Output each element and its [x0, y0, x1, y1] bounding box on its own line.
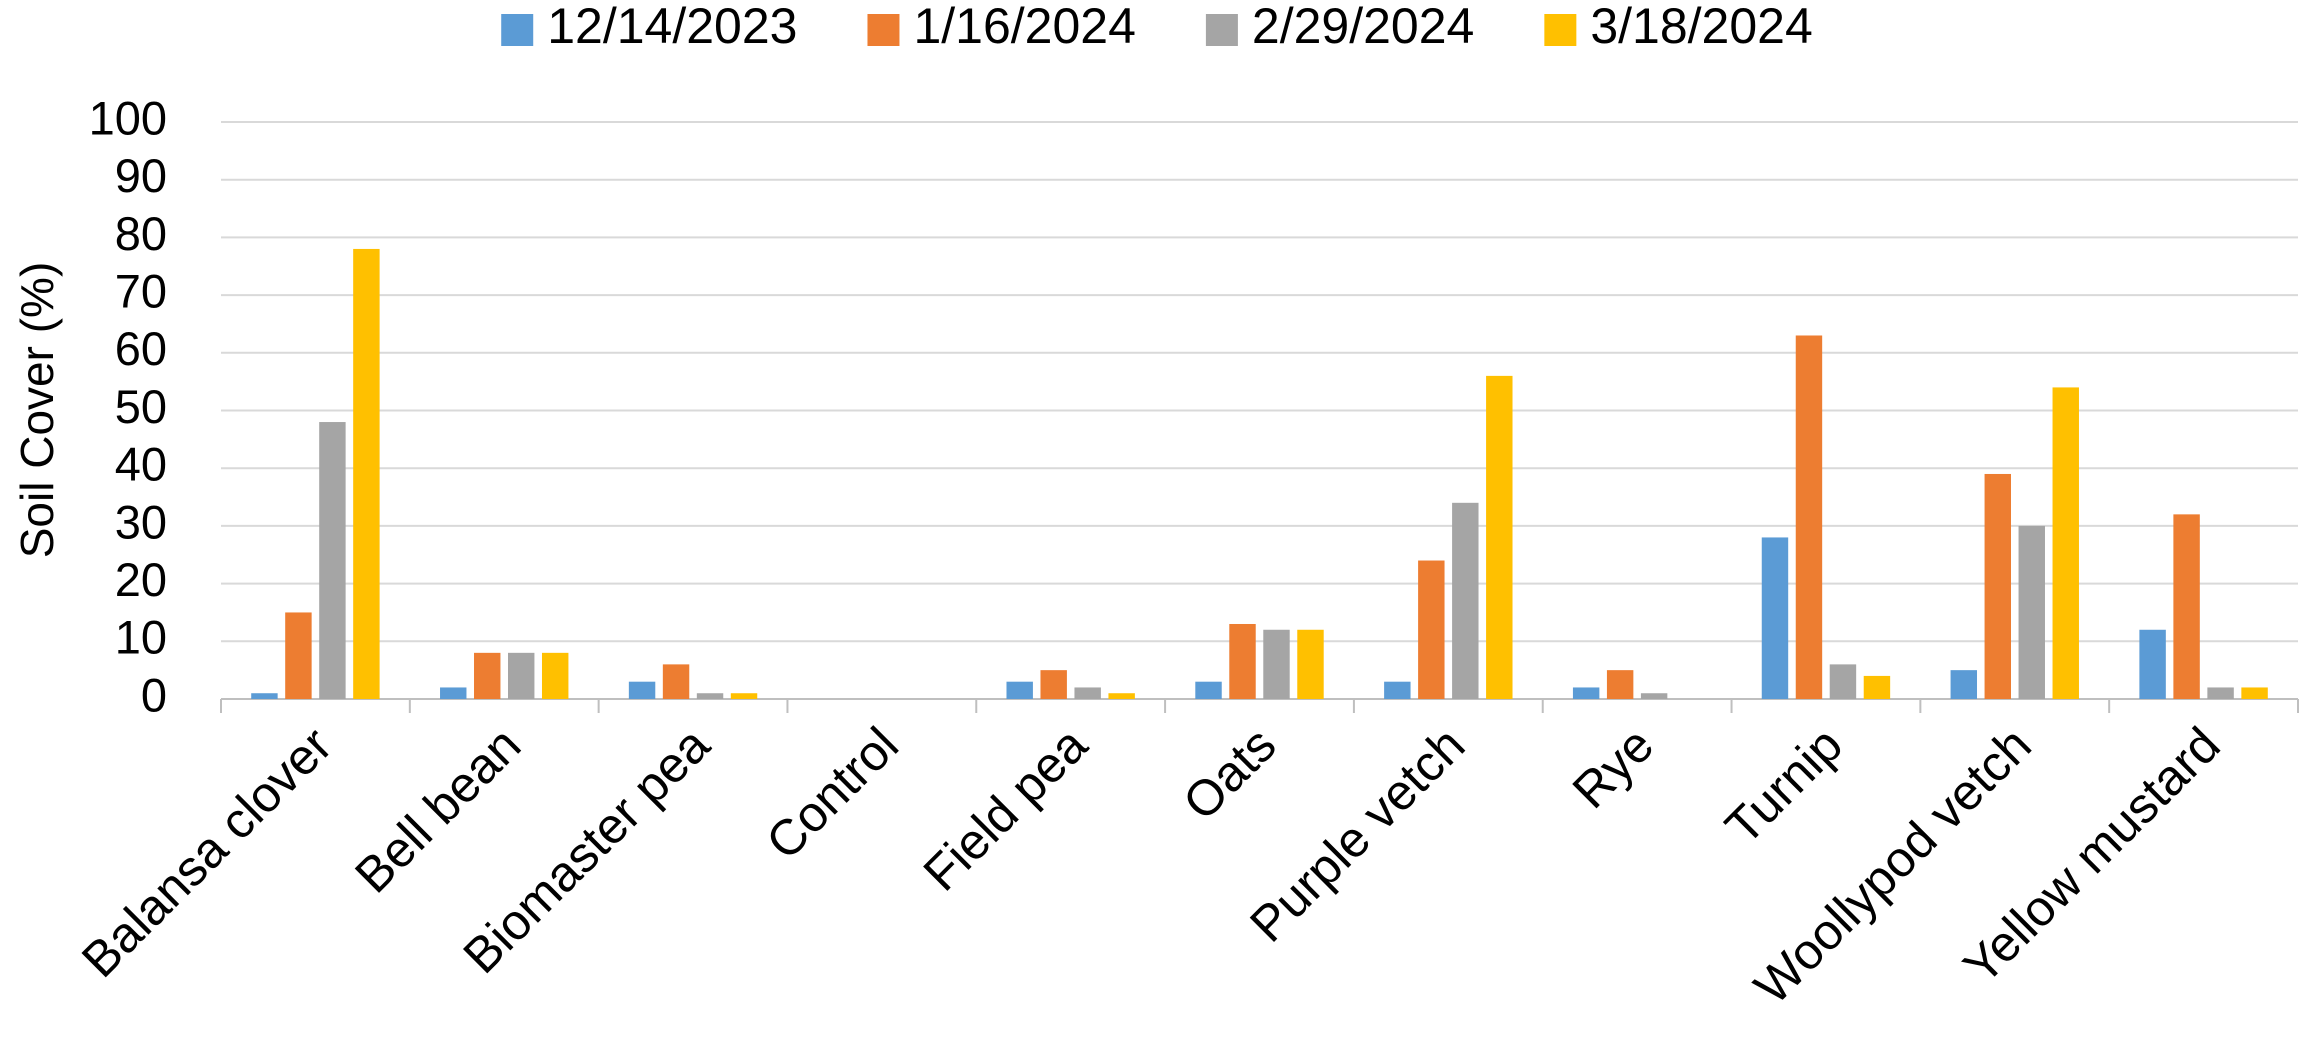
bar — [730, 693, 758, 699]
y-tick-label: 80 — [115, 207, 167, 260]
bar — [474, 652, 501, 699]
bar — [508, 652, 535, 699]
legend-swatch — [1205, 14, 1238, 46]
y-tick-label: 0 — [141, 668, 167, 721]
bar — [1108, 693, 1135, 699]
bar — [1297, 629, 1324, 699]
bar — [1229, 623, 1256, 699]
x-tick-label: Balansa clover — [71, 717, 343, 989]
bar — [662, 664, 690, 699]
bar — [696, 693, 724, 699]
bar — [1572, 687, 1600, 699]
bar — [1452, 502, 1479, 699]
bar — [1795, 335, 1823, 699]
y-tick-label: 30 — [115, 495, 167, 548]
x-tick-label: Rye — [1562, 717, 1664, 819]
legend-swatch — [501, 14, 534, 46]
bar — [541, 652, 569, 699]
y-tick-label: 40 — [115, 438, 167, 491]
bar — [1486, 375, 1513, 699]
legend-label: 1/16/2024 — [913, 0, 1135, 54]
bar — [1006, 681, 1033, 699]
y-tick-label: 100 — [89, 91, 167, 144]
x-tick-label: Turnip — [1715, 717, 1854, 856]
legend-swatch — [1544, 14, 1577, 46]
bar — [353, 248, 380, 699]
bar — [2139, 629, 2166, 699]
legend-swatch — [867, 14, 900, 46]
x-tick-label: Bell bean — [344, 717, 531, 904]
x-tick-label: Oats — [1172, 717, 1286, 831]
bar — [251, 693, 278, 699]
y-tick-label: 20 — [115, 553, 167, 606]
bar — [1863, 675, 1891, 699]
x-tick-label: Control — [755, 717, 909, 871]
bar — [1761, 537, 1789, 699]
y-axis-label: Soil Cover (%) — [11, 262, 63, 559]
bar — [1640, 693, 1668, 699]
bar — [628, 681, 656, 699]
bar — [1950, 670, 1978, 699]
y-tick-label: 90 — [115, 149, 167, 202]
y-tick-label: 70 — [115, 265, 167, 318]
bar — [285, 612, 312, 699]
bar — [1074, 687, 1101, 699]
bar — [319, 422, 346, 699]
legend-label: 3/18/2024 — [1590, 0, 1812, 54]
bar — [1606, 670, 1634, 699]
bar — [2173, 514, 2200, 699]
bar — [1263, 629, 1290, 699]
bar — [2052, 387, 2079, 699]
bar — [2018, 525, 2045, 699]
bar — [2207, 687, 2234, 699]
x-tick-label: Field pea — [913, 716, 1098, 901]
y-tick-label: 10 — [115, 611, 167, 664]
bar — [1418, 560, 1445, 699]
bar — [1040, 670, 1067, 699]
legend-label: 2/29/2024 — [1252, 0, 1474, 54]
bar — [1195, 681, 1222, 699]
y-tick-label: 50 — [115, 380, 167, 433]
y-tick-label: 60 — [115, 322, 167, 375]
bar — [1984, 473, 2011, 699]
bar — [1384, 681, 1411, 699]
bar — [440, 687, 467, 699]
legend-label: 12/14/2023 — [547, 0, 797, 54]
bar — [1829, 664, 1857, 699]
bar — [2241, 687, 2268, 699]
